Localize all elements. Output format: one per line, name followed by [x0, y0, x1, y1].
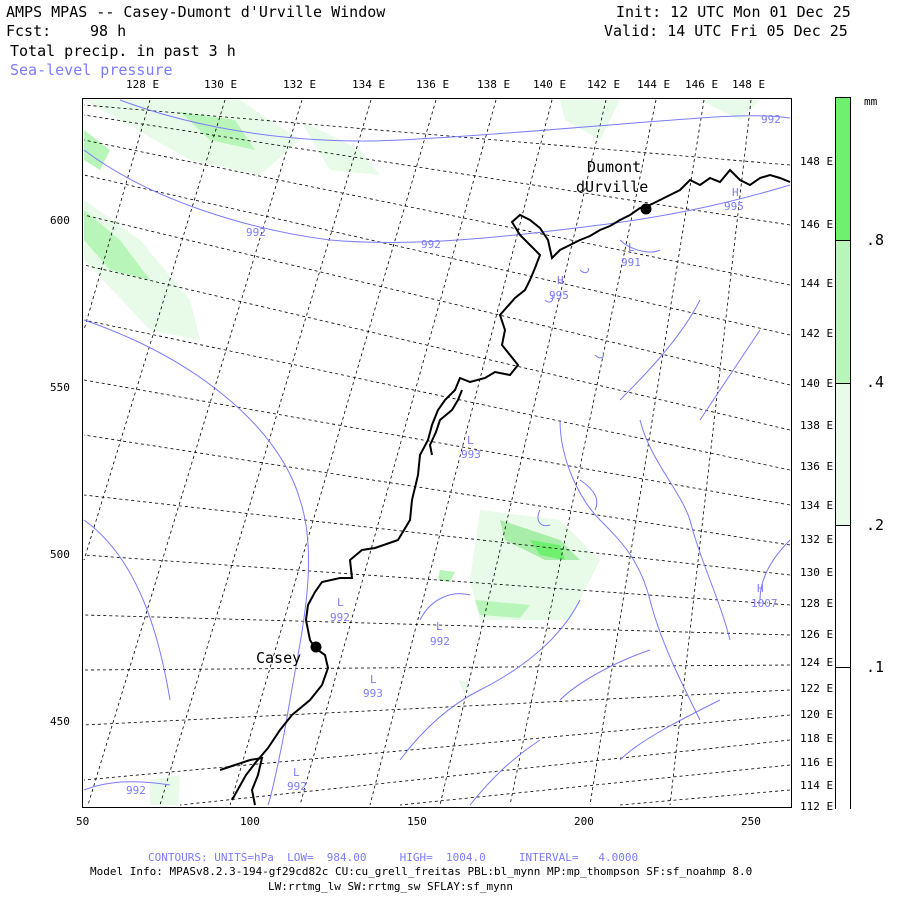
model-info: Model Info: MPASv8.2.3-194-gf29cd82c CU:… — [90, 865, 753, 878]
right-lon-label: 130 E — [800, 566, 834, 579]
legend-unit: mm — [864, 95, 878, 108]
right-lon-label: 126 E — [800, 628, 834, 641]
right-lon-label: 128 E — [800, 597, 834, 610]
top-lon-label: 134 E — [352, 78, 386, 91]
graticule — [83, 99, 791, 806]
top-lon-label: 148 E — [732, 78, 766, 91]
contour-value-label: 992 — [126, 784, 146, 797]
pressure-center-value: 993 — [461, 448, 481, 461]
pressure-center-label: L — [293, 766, 300, 779]
pressure-center-label: H — [557, 274, 564, 287]
right-lon-label: 124 E — [800, 656, 834, 669]
right-lon-label: 136 E — [800, 460, 834, 473]
right-lon-label: 148 E — [800, 155, 834, 168]
contour-info: CONTOURS: UNITS=hPa LOW= 984.00 HIGH= 10… — [148, 851, 639, 864]
forecast-label: Fcst: — [6, 22, 52, 40]
right-lon-label: 142 E — [800, 327, 834, 340]
top-lon-label: 146 E — [685, 78, 719, 91]
precip-shading — [84, 100, 760, 805]
top-lon-label: 132 E — [283, 78, 317, 91]
init-time: Init: 12 UTC Mon 01 Dec 25 — [616, 3, 851, 21]
station-dumont-line1: Dumont — [587, 158, 642, 176]
pressure-center-label: L — [370, 673, 377, 686]
y-axis-label: 500 — [50, 548, 70, 561]
contour-value-label: 992 — [761, 113, 781, 126]
right-lon-label: 120 E — [800, 708, 834, 721]
right-lon-label: 134 E — [800, 499, 834, 512]
legend-swatch-none — [836, 667, 850, 809]
top-lon-label: 130 E — [204, 78, 238, 91]
x-axis-label: 50 — [76, 815, 90, 828]
legend-label: .8 — [866, 231, 885, 249]
dumont-station-marker[interactable] — [640, 203, 652, 215]
pressure-contours — [83, 99, 791, 806]
legend-swatch-lowest — [836, 525, 850, 668]
right-lon-label: 146 E — [800, 218, 834, 231]
right-lon-label: 144 E — [800, 277, 834, 290]
overlay-label: Sea-level pressure — [10, 61, 173, 79]
pressure-center-value: 995 — [549, 289, 569, 302]
top-lon-label: 140 E — [533, 78, 567, 91]
pressure-center-value: 993 — [363, 687, 383, 700]
casey-station-marker[interactable] — [310, 641, 322, 653]
model-info-2: LW:rrtmg_lw SW:rrtmg_sw SFLAY:sf_mynn — [268, 880, 514, 893]
x-axis-label: 200 — [574, 815, 594, 828]
legend-swatch-light — [836, 383, 850, 526]
station-dumont-line2: dUrville — [576, 178, 649, 196]
top-lon-label: 136 E — [416, 78, 450, 91]
forecast-value: 98 h — [90, 22, 127, 40]
legend-label: .1 — [866, 658, 885, 676]
valid-time: Valid: 14 UTC Fri 05 Dec 25 — [604, 22, 848, 40]
top-lon-label: 128 E — [126, 78, 160, 91]
coastline-inlet — [428, 389, 463, 456]
pressure-center-value: 992 — [430, 635, 450, 648]
pressure-center-value: 992 — [330, 611, 350, 624]
y-axis-label: 450 — [50, 715, 70, 728]
right-lon-label: 132 E — [800, 533, 834, 546]
y-axis-label: 600 — [50, 214, 70, 227]
top-lon-label: 142 E — [587, 78, 621, 91]
legend-colorbar — [835, 97, 851, 809]
pressure-center-label: H — [732, 186, 739, 199]
right-lon-label: 118 E — [800, 732, 834, 745]
plot-frame — [82, 98, 792, 808]
right-lon-label: 122 E — [800, 682, 834, 695]
x-axis-label: 100 — [240, 815, 260, 828]
x-axis-label: 250 — [741, 815, 761, 828]
pressure-center-label: L — [467, 434, 474, 447]
pressure-center-value: 991 — [621, 256, 641, 269]
map-title: AMPS MPAS -- Casey-Dumont d'Urville Wind… — [6, 3, 386, 21]
pressure-center-label: L — [337, 596, 344, 609]
pressure-center-value: 995 — [724, 200, 744, 213]
x-axis-label: 150 — [407, 815, 427, 828]
right-lon-label: 140 E — [800, 377, 834, 390]
right-lon-label: 116 E — [800, 756, 834, 769]
legend-swatch-mid — [836, 240, 850, 384]
y-axis-label: 550 — [50, 381, 70, 394]
legend-label: .4 — [866, 373, 885, 391]
coastline — [231, 168, 791, 801]
top-lon-label: 144 E — [637, 78, 671, 91]
pressure-center-label: H — [757, 582, 764, 595]
right-lon-label: 114 E — [800, 779, 834, 792]
contour-value-label: 992 — [246, 226, 266, 239]
top-lon-label: 138 E — [477, 78, 511, 91]
contour-value-label: 992 — [421, 238, 441, 251]
pressure-center-label: L — [436, 620, 443, 633]
pressure-center-value: 992 — [287, 780, 307, 793]
right-lon-label: 138 E — [800, 419, 834, 432]
legend-swatch-strong — [836, 98, 850, 240]
pressure-center-value: 1007 — [751, 597, 778, 610]
legend-label: .2 — [866, 516, 885, 534]
field-label: Total precip. in past 3 h — [10, 42, 236, 60]
station-casey: Casey — [256, 649, 302, 667]
coastline-island — [219, 756, 264, 806]
right-lon-label: 112 E — [800, 800, 834, 813]
pressure-center-label: L — [628, 241, 635, 254]
